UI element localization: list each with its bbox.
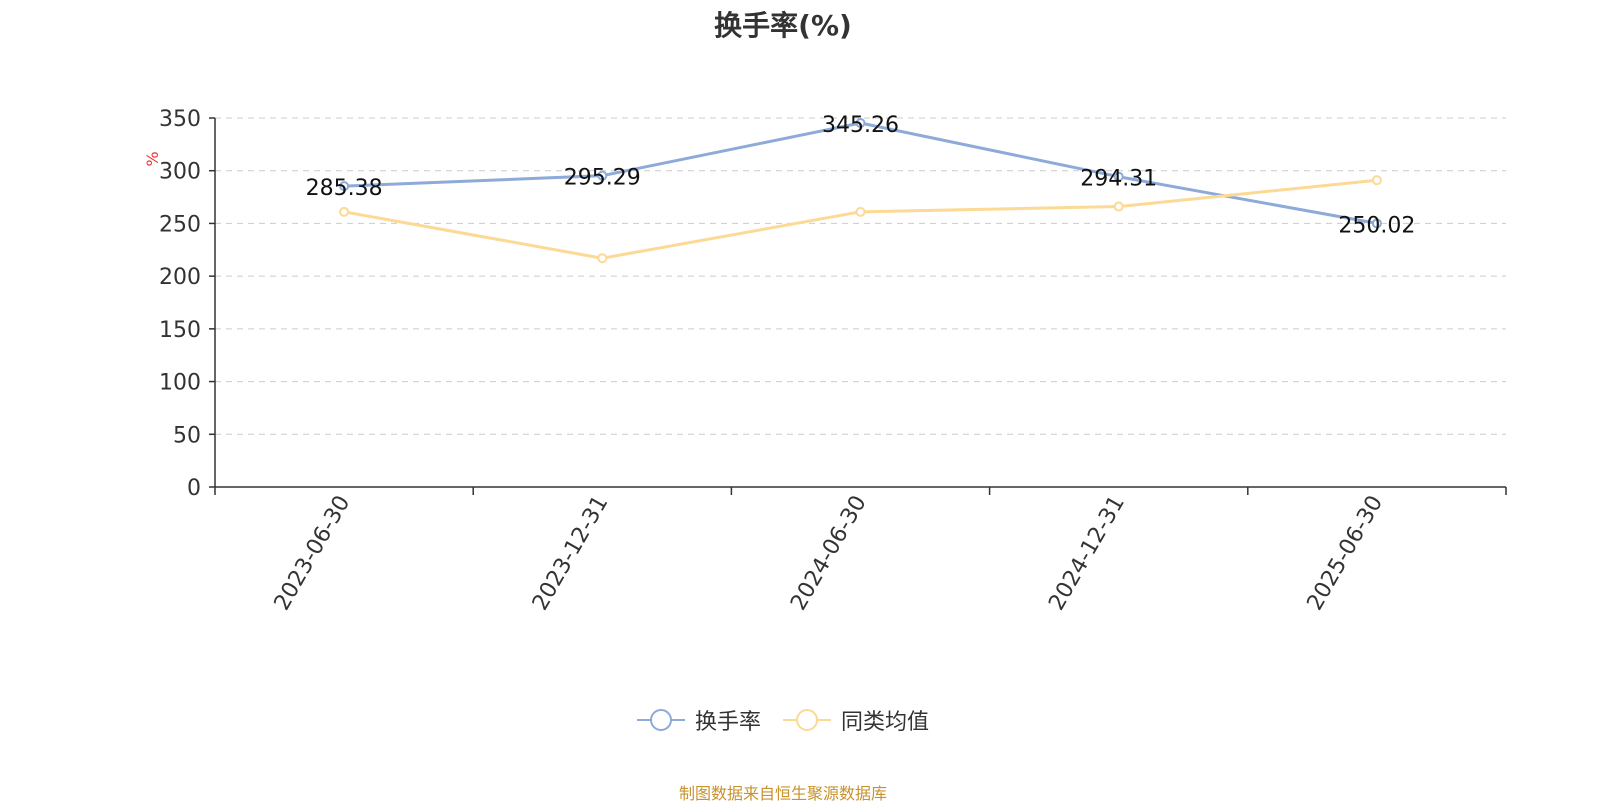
y-tick-label: 0 xyxy=(187,476,201,501)
x-tick-label: 2024-06-30 xyxy=(786,492,872,615)
x-tick-label: 2023-12-31 xyxy=(528,492,614,615)
series-point xyxy=(1371,175,1382,186)
x-tick-label: 2024-12-31 xyxy=(1044,492,1130,615)
data-labels: 285.38 295.29 345.26 294.31 250.02 xyxy=(306,113,1416,238)
y-tick-label: 300 xyxy=(159,160,201,185)
data-label: 294.31 xyxy=(1080,167,1157,192)
y-tick-label: 100 xyxy=(159,371,201,396)
x-tick-label: 2025-06-30 xyxy=(1303,492,1389,615)
y-axis-label: % xyxy=(143,151,162,166)
data-label: 250.02 xyxy=(1338,213,1415,238)
x-tick-label: 2023-06-30 xyxy=(270,492,356,615)
y-tick-label: 350 xyxy=(159,107,201,132)
data-label: 295.29 xyxy=(564,166,641,191)
source-note: 制图数据来自恒生聚源数据库 xyxy=(678,784,887,803)
data-label: 285.38 xyxy=(306,176,383,201)
legend-label: 换手率 xyxy=(694,710,761,735)
legend-item[interactable]: 同类均值 xyxy=(783,704,929,736)
series-lines xyxy=(339,117,1382,264)
series-point xyxy=(597,253,608,264)
grid-lines xyxy=(215,117,1506,435)
legend-line-circle-icon xyxy=(636,709,685,731)
chart-title: 换手率(%) xyxy=(714,9,852,42)
y-tick-label: 150 xyxy=(159,318,201,343)
y-tick-label: 50 xyxy=(173,423,201,448)
legend-label: 同类均值 xyxy=(841,710,930,735)
series-point xyxy=(855,117,866,128)
series-point xyxy=(597,170,608,181)
series-point xyxy=(339,206,350,217)
legend-line-circle-icon xyxy=(783,709,831,731)
y-tick-label: 200 xyxy=(159,265,201,290)
data-label: 345.26 xyxy=(822,113,899,138)
series-point xyxy=(1371,218,1382,229)
legend: 换手率 同类均值 xyxy=(0,704,1566,736)
series-point xyxy=(855,206,866,217)
series-point xyxy=(1113,201,1124,212)
y-tick-label: 250 xyxy=(159,212,201,237)
legend-item[interactable]: 换手率 xyxy=(636,704,761,736)
series-point xyxy=(339,181,350,192)
series-point xyxy=(1113,171,1124,182)
series-line-1 xyxy=(343,178,1378,260)
